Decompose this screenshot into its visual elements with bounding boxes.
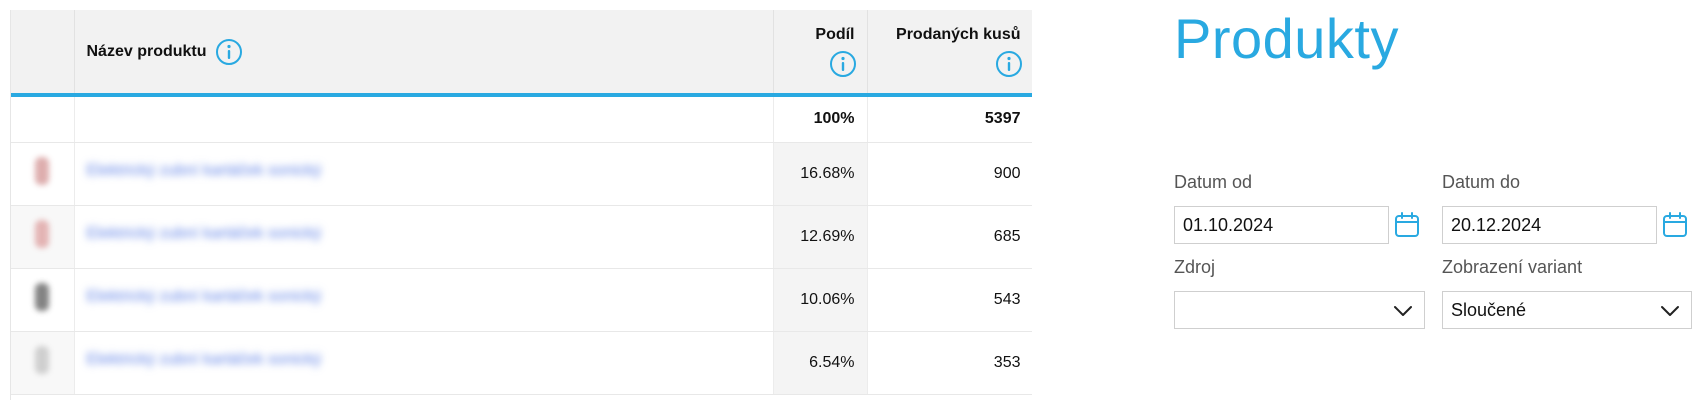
- header-share-label: Podíl: [815, 25, 855, 43]
- totals-name-cell: [74, 95, 774, 143]
- table-row: Elektrický zubní kartáček sonický 10.06%…: [11, 268, 1032, 332]
- info-circle-icon[interactable]: [829, 50, 857, 78]
- date-from-input[interactable]: [1174, 206, 1389, 244]
- product-share: 6.54%: [773, 331, 868, 395]
- totals-row: 100% 5397: [11, 95, 1032, 143]
- table-header-row: Název produktu Podíl: [11, 10, 1032, 97]
- header-product-name-label: Název produktu: [86, 42, 207, 60]
- header-units-sold[interactable]: Prodaných kusů: [867, 10, 1032, 97]
- products-table: Název produktu Podíl: [11, 10, 1032, 395]
- product-thumbnail-cell: [11, 331, 75, 395]
- header-share[interactable]: Podíl: [773, 10, 868, 97]
- info-circle-icon[interactable]: [215, 38, 243, 66]
- calendar-icon[interactable]: [1661, 211, 1689, 239]
- source-select[interactable]: [1174, 291, 1425, 329]
- product-thumbnail[interactable]: [35, 220, 50, 248]
- table-row: Elektrický zubní kartáček sonický 6.54% …: [11, 331, 1032, 395]
- product-share: 12.69%: [773, 205, 868, 269]
- product-thumbnail-cell: [11, 268, 75, 332]
- date-to-label: Datum do: [1442, 172, 1521, 192]
- product-units-sold: 685: [867, 205, 1032, 269]
- product-link[interactable]: Elektrický zubní kartáček sonický: [86, 162, 322, 179]
- variants-label: Zobrazení variant: [1442, 257, 1583, 277]
- product-thumbnail[interactable]: [35, 157, 50, 185]
- product-name-cell: Elektrický zubní kartáček sonický: [74, 331, 774, 395]
- product-thumbnail[interactable]: [35, 346, 50, 374]
- date-from-label: Datum od: [1174, 172, 1253, 192]
- table-row: Elektrický zubní kartáček sonický 16.68%…: [11, 142, 1032, 206]
- chevron-down-icon: [1392, 300, 1414, 322]
- product-thumbnail[interactable]: [35, 283, 50, 311]
- product-link[interactable]: Elektrický zubní kartáček sonický: [86, 225, 322, 242]
- variants-select-value: Sloučené: [1451, 299, 1527, 320]
- product-share: 16.68%: [773, 142, 868, 206]
- totals-image-cell: [11, 95, 75, 143]
- product-thumbnail-cell: [11, 205, 75, 269]
- table-row: Elektrický zubní kartáček sonický 12.69%…: [11, 205, 1032, 269]
- chevron-down-icon: [1659, 300, 1681, 322]
- totals-share: 100%: [773, 95, 868, 143]
- header-units-sold-label: Prodaných kusů: [896, 25, 1021, 43]
- product-units-sold: 543: [867, 268, 1032, 332]
- product-link[interactable]: Elektrický zubní kartáček sonický: [86, 351, 322, 368]
- page-title: Produkty: [1174, 7, 1399, 70]
- product-name-cell: Elektrický zubní kartáček sonický: [74, 205, 774, 269]
- header-image-cell: [11, 10, 75, 97]
- info-circle-icon[interactable]: [995, 50, 1023, 78]
- variants-select[interactable]: Sloučené: [1442, 291, 1692, 329]
- product-thumbnail-cell: [11, 142, 75, 206]
- product-name-cell: Elektrický zubní kartáček sonický: [74, 268, 774, 332]
- product-name-cell: Elektrický zubní kartáček sonický: [74, 142, 774, 206]
- product-share: 10.06%: [773, 268, 868, 332]
- source-label: Zdroj: [1174, 257, 1216, 277]
- product-units-sold: 900: [867, 142, 1032, 206]
- date-to-input[interactable]: [1442, 206, 1657, 244]
- header-product-name[interactable]: Název produktu: [74, 10, 774, 97]
- product-units-sold: 353: [867, 331, 1032, 395]
- product-link[interactable]: Elektrický zubní kartáček sonický: [86, 288, 322, 305]
- calendar-icon[interactable]: [1393, 211, 1421, 239]
- totals-units-sold: 5397: [867, 95, 1032, 143]
- products-table-container: Název produktu Podíl: [10, 10, 1032, 400]
